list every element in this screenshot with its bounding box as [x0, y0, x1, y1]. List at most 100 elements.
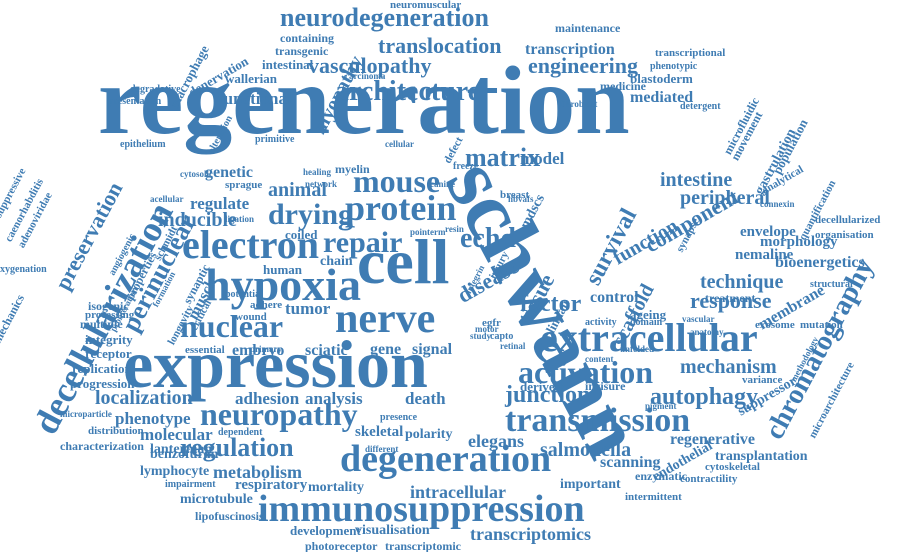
cloud-word: architecture [335, 76, 481, 107]
cloud-word: anatomy [690, 327, 724, 337]
cloud-word: development [290, 523, 361, 538]
cloud-word: vascular [682, 314, 715, 324]
cloud-word: bioenergetics [775, 254, 865, 271]
cloud-word: domain [630, 317, 663, 328]
cloud-word: egfr [482, 317, 501, 329]
cloud-word: transcription [525, 41, 615, 58]
cloud-word: transgenic [275, 44, 329, 58]
cloud-word: transcriptomic [385, 539, 461, 552]
cloud-word: different [365, 444, 399, 454]
cloud-word: essential [185, 344, 225, 356]
cloud-word: inducible [158, 209, 237, 231]
cloud-word: ligation [225, 214, 255, 224]
cloud-word: regulation [180, 433, 294, 462]
cloud-word: drying [268, 198, 354, 231]
cloud-word: content [585, 354, 614, 364]
cloud-word: junction [505, 382, 591, 408]
cloud-word: phenotypic [650, 61, 698, 72]
cloud-word: capto [490, 331, 514, 342]
cloud-word: repair [323, 226, 403, 259]
cloud-word: network [305, 179, 337, 189]
cloud-word: echd [460, 223, 516, 254]
cloud-word: mediated [630, 89, 694, 106]
cloud-word: engineering [528, 53, 638, 78]
cloud-word: retinal [500, 341, 526, 351]
cloud-word: maintenance [555, 21, 621, 35]
cloud-word: transcriptional [655, 47, 726, 59]
cloud-word: intestinal [262, 57, 314, 72]
cloud-word: primary [250, 344, 282, 354]
cloud-word: localization [95, 387, 193, 409]
cloud-word: transcriptomics [470, 524, 591, 544]
cloud-word: mortality [308, 480, 364, 495]
cloud-word: neurodegeneration [280, 3, 489, 32]
cloud-word: receptor [85, 346, 132, 361]
cloud-word: degeneration [340, 438, 552, 480]
cloud-word: signal [412, 341, 453, 358]
cloud-word: extracellular [540, 315, 758, 360]
cloud-word: molecular [140, 425, 213, 444]
cloud-word: breast [500, 189, 530, 201]
cloud-word: integrity [85, 332, 133, 347]
cloud-word: coiled [285, 227, 318, 242]
cloud-word: lanterman [150, 442, 213, 457]
cloud-word: factor [520, 291, 582, 317]
cloud-word: human [263, 262, 303, 277]
cloud-word: progression [70, 376, 135, 391]
cloud-word: embryo [232, 342, 285, 359]
cloud-word: nuclear [180, 308, 284, 344]
cloud-word: carcinoma [345, 71, 386, 81]
cloud-word: sciatic [305, 342, 348, 359]
cloud-word: visualisation [355, 523, 430, 538]
cloud-word: benzofuran [150, 447, 219, 462]
cloud-word: peripheral [680, 187, 770, 209]
cloud-word: impairment [165, 479, 216, 490]
cloud-word: animal [268, 179, 327, 201]
cloud-word: microparticle [60, 409, 112, 419]
cloud-word: phenotype [115, 409, 191, 428]
cloud-word: salmonella [540, 439, 632, 461]
cloud-word: matrix [465, 143, 541, 172]
cloud-word: electron [182, 222, 319, 267]
cloud-word: regenerative [670, 431, 755, 448]
cloud-word: detergent [680, 101, 721, 112]
cloud-word: important [560, 477, 621, 492]
cloud-word: blastoderm [630, 71, 693, 86]
cloud-word: scanning [600, 454, 661, 471]
cloud-word: lipofuscinosis [195, 509, 264, 523]
cloud-word: connexin [760, 199, 795, 209]
cloud-word: chain [320, 254, 353, 269]
cloud-word: elegans [468, 431, 524, 451]
cloud-word: acellular [150, 194, 184, 204]
cloud-word: derived [520, 379, 562, 394]
cloud-word: metabolism [213, 462, 302, 482]
cloud-word: technique [700, 271, 784, 293]
cloud-word: envelope [740, 224, 796, 240]
cloud-word: characterization [60, 439, 144, 453]
cloud-word: control [590, 289, 639, 306]
cloud-word: processing [85, 309, 135, 321]
cloud-word: motor [475, 324, 499, 334]
cloud-word: transmission [505, 402, 691, 439]
cloud-word: structural [810, 279, 853, 290]
cloud-word: immunosuppression [258, 488, 585, 530]
cloud-word: expression [123, 326, 428, 402]
cloud-word: mutation [800, 319, 843, 331]
cloud-word: death [405, 389, 446, 408]
cloud-word: adhere [250, 299, 283, 311]
cloud-word: hypoxia [205, 259, 361, 310]
cloud-word: freeze [453, 161, 479, 172]
cloud-word: isogenic [88, 299, 129, 313]
cloud-word: enzymatic [635, 469, 687, 483]
cloud-word: skeletal [355, 424, 404, 440]
cloud-word: vasculopathy [308, 53, 432, 78]
cloud-word: containing [280, 31, 335, 45]
cloud-word: resin [445, 224, 464, 234]
cloud-word: autophagy [650, 384, 759, 410]
cloud-word: activation [518, 354, 654, 390]
cloud-word: wallerian [225, 71, 277, 86]
cloud-word: incisure [585, 379, 626, 393]
cloud-word: lymphocyte [140, 464, 210, 479]
cloud-word: gene [370, 341, 402, 358]
